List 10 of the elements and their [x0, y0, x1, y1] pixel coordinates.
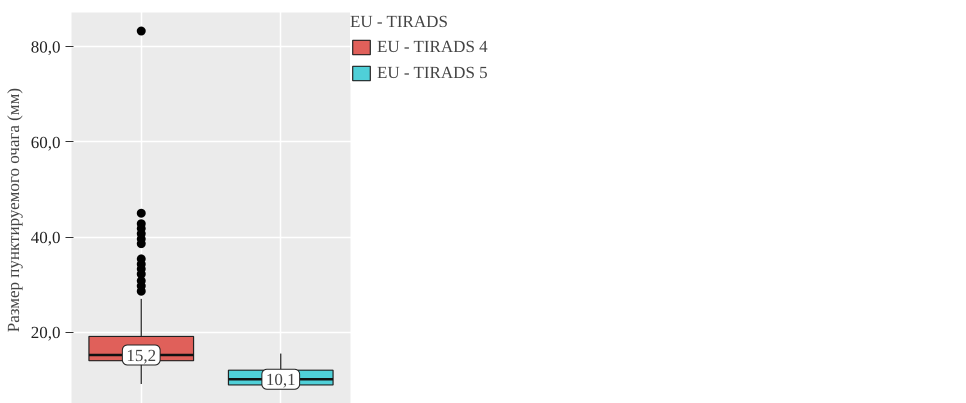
text: 10,1 [266, 370, 296, 390]
legend-title: EU - TIRADS [350, 12, 449, 32]
y-axis-title: Размер пунктируемого очага (мм) [4, 88, 23, 332]
y-tick-label: 60,0 [30, 132, 60, 152]
text: 15,2 [126, 346, 156, 365]
y-tick-label: 20,0 [30, 323, 60, 342]
y-tick-label: 40,0 [30, 228, 60, 248]
legend-label: EU - TIRADS 4 [377, 37, 488, 57]
legend-label: EU - TIRADS 5 [377, 63, 488, 83]
y-tick-label: 80,0 [30, 38, 60, 57]
